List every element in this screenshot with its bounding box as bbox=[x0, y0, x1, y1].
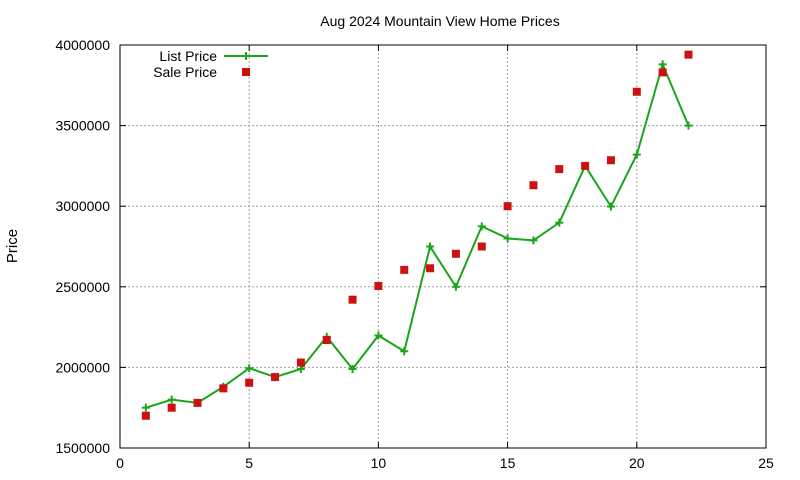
list-price-point bbox=[606, 202, 615, 211]
y-tick-label: 3000000 bbox=[55, 198, 110, 214]
y-tick-label: 2000000 bbox=[55, 359, 110, 375]
list-price-point bbox=[426, 242, 435, 251]
legend-swatch-sale-price-marker bbox=[242, 68, 250, 76]
plot-border bbox=[119, 44, 767, 449]
list-price-point bbox=[451, 282, 460, 291]
y-tick-label: 2500000 bbox=[55, 279, 110, 295]
sale-price-point bbox=[322, 335, 331, 344]
y-tick-label: 1500000 bbox=[55, 440, 110, 456]
sale-price-point bbox=[684, 50, 693, 59]
sale-price-point bbox=[400, 265, 409, 274]
x-tick-label: 5 bbox=[245, 455, 253, 471]
sale-price-point bbox=[606, 156, 615, 165]
grid bbox=[120, 45, 766, 448]
sale-price-point bbox=[451, 249, 460, 258]
sale-price-point bbox=[503, 202, 512, 211]
sale-price-point bbox=[658, 68, 667, 77]
legend-swatch-list-price-marker bbox=[242, 52, 250, 60]
legend-label-sale-price: Sale Price bbox=[153, 64, 217, 80]
sale-price-point bbox=[477, 242, 486, 251]
sale-price-point bbox=[555, 165, 564, 174]
list-price-point bbox=[348, 365, 357, 374]
x-tick-label: 0 bbox=[116, 455, 124, 471]
list-price-point bbox=[141, 403, 150, 412]
list-price-point bbox=[658, 60, 667, 69]
axis-ticks: 0 5 10 15 20 25 1500000 2000000 2500000 3000000 35… bbox=[55, 37, 774, 471]
sale-price-point bbox=[245, 378, 254, 387]
legend-label-list-price: List Price bbox=[159, 48, 217, 64]
list-price-line bbox=[145, 61, 690, 409]
list-price-point bbox=[555, 218, 564, 227]
list-price-point bbox=[167, 395, 176, 404]
list-price-point bbox=[529, 236, 538, 245]
y-tick-label: 3500000 bbox=[55, 118, 110, 134]
x-tick-label: 10 bbox=[371, 455, 387, 471]
list-price-point bbox=[632, 150, 641, 159]
sale-price-point bbox=[374, 281, 383, 290]
chart-title: Aug 2024 Mountain View Home Prices bbox=[320, 13, 559, 29]
sale-price-point bbox=[426, 264, 435, 273]
list-price-point bbox=[245, 364, 254, 373]
list-price-point bbox=[400, 347, 409, 356]
sale-price-point bbox=[141, 411, 150, 420]
sale-price-point bbox=[296, 358, 305, 367]
sale-price-point bbox=[529, 181, 538, 190]
sale-price-point bbox=[219, 384, 228, 393]
list-price-point bbox=[374, 331, 383, 340]
sale-price-point bbox=[167, 403, 176, 412]
sale-price-point bbox=[348, 295, 357, 304]
list-price-point bbox=[503, 234, 512, 243]
legend: List Price Sale Price bbox=[153, 48, 268, 80]
x-tick-label: 25 bbox=[758, 455, 774, 471]
list-price-point bbox=[477, 222, 486, 231]
sale-price-point bbox=[632, 87, 641, 96]
sale-price-point bbox=[581, 161, 590, 170]
x-tick-label: 20 bbox=[629, 455, 645, 471]
series-marks bbox=[141, 50, 693, 420]
y-tick-label: 4000000 bbox=[55, 37, 110, 53]
x-tick-label: 15 bbox=[500, 455, 516, 471]
y-axis-label: Price bbox=[4, 229, 21, 263]
sale-price-point bbox=[271, 373, 280, 382]
list-price-point bbox=[684, 121, 693, 130]
sale-price-point bbox=[193, 398, 202, 407]
